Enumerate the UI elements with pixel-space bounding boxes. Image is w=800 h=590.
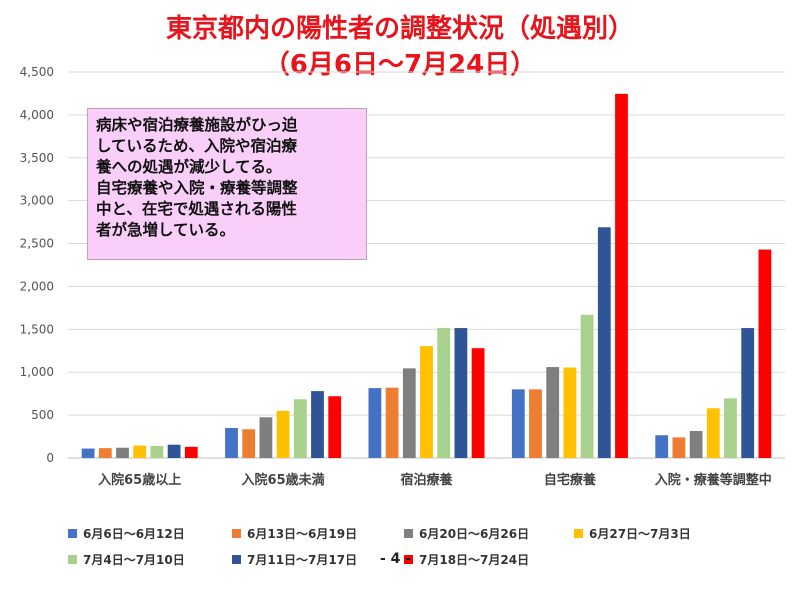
bar: [167, 444, 181, 458]
bar: [655, 435, 669, 458]
bar: [259, 417, 273, 458]
bar: [328, 396, 342, 458]
note-line: しているため、入院や宿泊療: [96, 137, 298, 155]
chart-title: 東京都内の陽性者の調整状況（処遇別）: [165, 14, 634, 44]
bar: [184, 446, 198, 458]
bar: [242, 429, 256, 458]
bar: [672, 437, 686, 458]
bar: [311, 391, 324, 458]
bar: [225, 427, 238, 458]
legend-label: 6月20日〜6月26日: [419, 527, 530, 541]
bar: [546, 367, 560, 458]
x-tick-label: 宿泊療養: [400, 472, 452, 488]
legend-item: 7月11日〜7月17日: [232, 551, 357, 568]
annotation-note: 病床や宿泊療養施設がひっ迫 しているため、入院や宿泊療 養への処遇が減少してる。…: [87, 108, 367, 260]
legend-item: 6月27日〜7月3日: [574, 525, 691, 542]
note-line: 養への処遇が減少してる。: [96, 158, 282, 176]
chart-subtitle: （6月6日〜7月24日）: [263, 50, 537, 80]
legend-label: 7月18日〜7月24日: [419, 553, 530, 567]
bar: [368, 388, 382, 458]
note-line: 自宅療養や入院・療養等調整: [96, 179, 298, 197]
note-line: 者が急増している。: [96, 221, 236, 239]
bar: [81, 448, 95, 458]
legend-item: 7月4日〜7月10日: [68, 551, 185, 568]
bar: [724, 398, 737, 458]
legend-swatch: [574, 529, 583, 538]
y-tick-label: 2,500: [20, 237, 54, 251]
bar: [597, 227, 611, 458]
note-line: 病床や宿泊療養施設がひっ迫: [96, 116, 298, 134]
bar: [385, 387, 399, 458]
legend-item: 7月18日〜7月24日: [404, 551, 529, 568]
bar: [402, 368, 416, 458]
y-tick-label: 500: [31, 408, 54, 422]
legend-item: 6月6日〜6月12日: [68, 525, 185, 542]
bar: [420, 346, 433, 458]
legend-swatch: [68, 529, 77, 538]
bar: [471, 348, 485, 458]
bar: [437, 328, 451, 458]
y-tick-label: 2,000: [20, 279, 54, 293]
y-tick-label: 3,000: [20, 194, 54, 208]
x-tick-label: 入院65歳未満: [242, 472, 325, 488]
bar: [529, 389, 542, 458]
legend-swatch: [404, 555, 413, 564]
legend-swatch: [68, 555, 77, 564]
x-tick-label: 自宅療養: [544, 472, 596, 488]
legend-swatch: [232, 529, 241, 538]
y-tick-label: 4,000: [20, 108, 54, 122]
bar: [758, 249, 772, 458]
bar: [615, 93, 628, 458]
y-tick-label: 0: [46, 451, 54, 465]
x-tick-label: 入院65歳以上: [98, 472, 181, 488]
legend-swatch: [232, 555, 241, 564]
legend-label: 6月27日〜7月3日: [589, 527, 691, 541]
legend-label: 6月6日〜6月12日: [83, 527, 185, 541]
legend-swatch: [404, 529, 413, 538]
legend-label: 7月4日〜7月10日: [83, 553, 185, 567]
note-line: 中と、在宅で処遇される陽性: [96, 200, 297, 218]
legend-label: 7月11日〜7月17日: [247, 553, 358, 567]
y-tick-label: 3,500: [20, 151, 54, 165]
y-tick-label: 4,500: [20, 65, 54, 79]
bar: [511, 389, 525, 458]
bar: [689, 430, 703, 458]
bar: [580, 314, 594, 458]
legend-item: 6月13日〜6月19日: [232, 525, 357, 542]
bar: [741, 328, 755, 458]
bar: [276, 410, 290, 458]
bar: [706, 408, 720, 458]
bar: [293, 399, 307, 458]
page-number: - 4 -: [380, 551, 412, 567]
x-tick-label: 入院・療養等調整中: [655, 472, 772, 488]
legend-item: 6月20日〜6月26日: [404, 525, 529, 542]
y-tick-label: 1,500: [20, 322, 54, 336]
y-tick-label: 1,000: [20, 365, 54, 379]
legend-label: 6月13日〜6月19日: [247, 527, 358, 541]
bar: [133, 445, 147, 458]
bar: [98, 448, 112, 458]
bar: [150, 445, 164, 458]
bar: [454, 328, 468, 458]
bar: [563, 367, 577, 458]
bar: [116, 447, 129, 458]
